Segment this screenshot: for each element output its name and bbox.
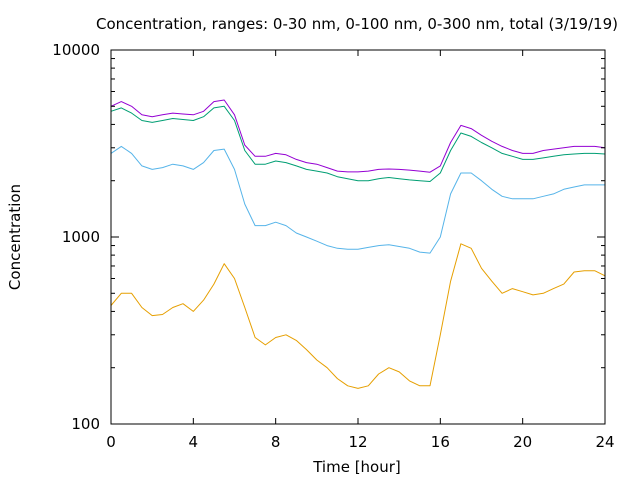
series-layer — [110, 99, 606, 389]
y-axis: 100 1000 10000 — [52, 41, 605, 433]
x-tick-label: 20 — [513, 433, 532, 451]
x-tick-label: 8 — [271, 433, 281, 451]
x-tick-label: 12 — [348, 433, 367, 451]
x-axis-label: Time [hour] — [312, 458, 401, 476]
series-line-1 — [110, 243, 606, 389]
series-line-2 — [110, 145, 605, 254]
y-tick-label: 100 — [71, 415, 100, 433]
series-line-3 — [110, 105, 606, 182]
chart-title: Concentration, ranges: 0-30 nm, 0-100 nm… — [96, 15, 618, 33]
x-axis: 0 4 8 12 16 20 24 — [106, 50, 615, 451]
x-tick-label: 0 — [106, 433, 116, 451]
y-tick-label: 1000 — [62, 228, 100, 246]
series-line-4 — [110, 99, 606, 173]
x-tick-label: 16 — [431, 433, 450, 451]
x-tick-label: 4 — [189, 433, 199, 451]
plot-frame — [110, 49, 606, 425]
y-axis-label: Concentration — [6, 184, 24, 290]
y-tick-label: 10000 — [52, 41, 100, 59]
x-tick-label: 24 — [595, 433, 614, 451]
